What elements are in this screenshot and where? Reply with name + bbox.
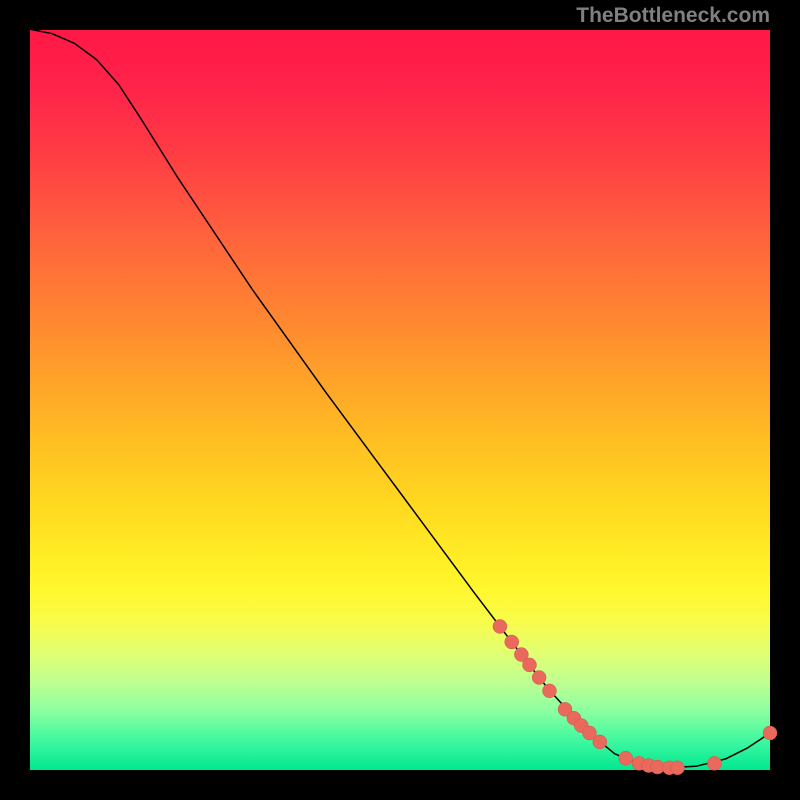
data-point <box>532 671 546 685</box>
data-point <box>593 735 607 749</box>
data-point <box>505 635 519 649</box>
chart-container: TheBottleneck.com <box>0 0 800 800</box>
data-point <box>493 619 507 633</box>
data-point <box>708 756 722 770</box>
bottleneck-chart <box>0 0 800 800</box>
data-point <box>619 751 633 765</box>
data-point <box>523 658 537 672</box>
data-point <box>763 726 777 740</box>
watermark-text: TheBottleneck.com <box>576 4 770 28</box>
data-point <box>542 684 556 698</box>
plot-background <box>30 30 770 770</box>
data-point <box>671 761 685 775</box>
